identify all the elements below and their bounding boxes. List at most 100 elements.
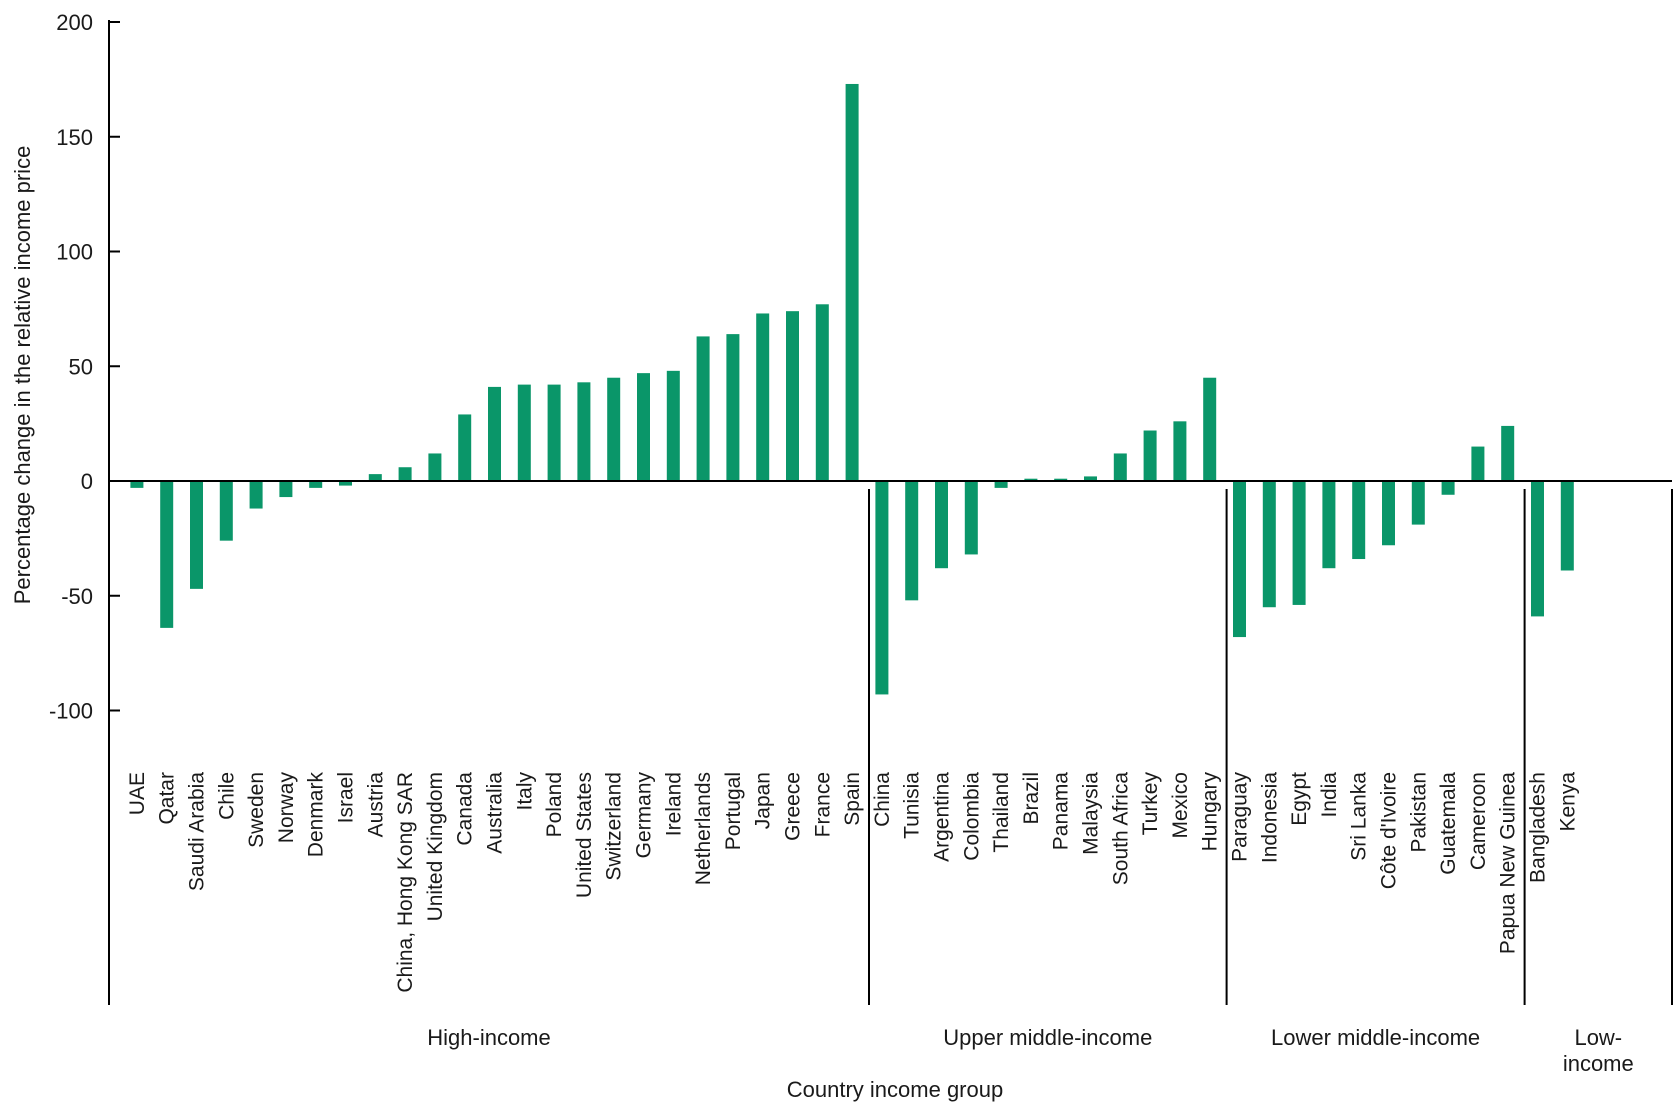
bar bbox=[517, 384, 531, 481]
bar bbox=[1322, 481, 1336, 569]
bars bbox=[130, 83, 1574, 695]
category-label: United Kingdom bbox=[424, 772, 447, 921]
category-label: Netherlands bbox=[692, 772, 715, 885]
bar bbox=[786, 311, 799, 481]
category-label: Poland bbox=[543, 772, 566, 837]
bar bbox=[935, 481, 948, 569]
category-label: Greece bbox=[782, 772, 805, 841]
bar bbox=[1441, 481, 1455, 495]
y-tick-label: 150 bbox=[56, 125, 93, 150]
category-label: Tunisia bbox=[901, 772, 924, 839]
bar bbox=[964, 481, 978, 555]
category-label: Indonesia bbox=[1258, 772, 1281, 863]
group-label: High-income bbox=[427, 1025, 551, 1050]
category-label: France bbox=[811, 772, 834, 837]
y-axis-title: Percentage change in the relative income… bbox=[10, 146, 35, 605]
bar bbox=[1531, 481, 1544, 617]
category-label: Germany bbox=[633, 772, 656, 859]
category-label: Guatemala bbox=[1437, 772, 1460, 875]
category-label: Qatar bbox=[156, 772, 179, 825]
bar bbox=[160, 481, 174, 628]
bar bbox=[577, 382, 591, 481]
y-tick-label: -100 bbox=[49, 699, 93, 724]
bar bbox=[547, 384, 561, 481]
category-label: Paraguay bbox=[1229, 772, 1252, 862]
bar bbox=[607, 377, 621, 481]
category-label: Kenya bbox=[1556, 772, 1579, 832]
category-label: Portugal bbox=[722, 772, 745, 850]
category-label: China, Hong Kong SAR bbox=[394, 772, 417, 993]
category-label: Panama bbox=[1050, 772, 1073, 851]
category-label: India bbox=[1318, 772, 1341, 818]
category-label: Colombia bbox=[960, 772, 983, 861]
category-label: Japan bbox=[752, 772, 775, 829]
category-label: Mexico bbox=[1169, 772, 1192, 839]
category-label: South Africa bbox=[1109, 772, 1132, 886]
x-axis-title: Country income group bbox=[787, 1077, 1003, 1102]
category-label: Papua New Guinea bbox=[1497, 772, 1520, 954]
bar bbox=[696, 336, 710, 481]
category-label: Denmark bbox=[305, 772, 328, 858]
category-label: Italy bbox=[513, 772, 536, 811]
bar bbox=[398, 467, 412, 481]
bar bbox=[815, 304, 829, 481]
bar bbox=[1054, 478, 1068, 481]
bar bbox=[1143, 430, 1157, 481]
bar bbox=[309, 481, 323, 488]
bar bbox=[190, 481, 203, 589]
y-tick-label: 200 bbox=[56, 10, 93, 35]
bar bbox=[666, 370, 680, 481]
category-label: Pakistan bbox=[1407, 772, 1430, 853]
category-label: Brazil bbox=[1020, 772, 1043, 825]
category-label: Israel bbox=[335, 772, 358, 823]
y-axis: 200 150 100 50 0 -50 -100 bbox=[49, 10, 120, 730]
bar bbox=[875, 481, 889, 695]
bar bbox=[219, 481, 233, 541]
bar bbox=[1560, 481, 1574, 571]
y-tick-label: 100 bbox=[56, 240, 93, 265]
bar bbox=[1203, 377, 1217, 481]
category-label: Cameroon bbox=[1467, 772, 1490, 870]
bar bbox=[756, 313, 770, 481]
category-label: Canada bbox=[454, 772, 477, 846]
bar bbox=[1173, 421, 1187, 481]
category-labels: UAE Qatar Saudi Arabia Chile Sweden Norway Den… bbox=[126, 772, 1579, 993]
y-tick-label: 0 bbox=[81, 469, 93, 494]
category-label: UAE bbox=[126, 772, 149, 815]
group-label: Lower middle-income bbox=[1271, 1025, 1480, 1050]
category-label: Bangladesh bbox=[1527, 772, 1550, 883]
bar bbox=[1024, 478, 1038, 481]
bar bbox=[458, 414, 472, 481]
income-groups: High-income Upper middle-income Lower midd… bbox=[108, 489, 1673, 1076]
bar bbox=[488, 386, 501, 481]
category-label: Argentina bbox=[931, 772, 954, 862]
bar bbox=[905, 481, 919, 601]
category-label: Austria bbox=[364, 772, 387, 838]
category-label: Ireland bbox=[662, 772, 685, 836]
bar bbox=[249, 481, 263, 509]
category-label: United States bbox=[573, 772, 596, 898]
category-label: Egypt bbox=[1288, 772, 1311, 826]
bar bbox=[1352, 481, 1366, 560]
category-label: Sri Lanka bbox=[1348, 772, 1371, 861]
bar bbox=[368, 474, 382, 481]
bar bbox=[1471, 446, 1485, 481]
group-label: Low-income bbox=[1563, 1025, 1634, 1076]
bar bbox=[1113, 453, 1127, 481]
bar bbox=[994, 481, 1008, 488]
category-label: Côte d'Ivoire bbox=[1378, 772, 1401, 889]
bar bbox=[1411, 481, 1425, 525]
category-label: Turkey bbox=[1139, 772, 1162, 836]
y-tick-label: 50 bbox=[69, 354, 93, 379]
category-label: Switzerland bbox=[603, 772, 626, 881]
category-label: Australia bbox=[484, 772, 507, 854]
bar bbox=[279, 481, 293, 498]
category-label: Thailand bbox=[990, 772, 1013, 853]
category-label: Sweden bbox=[245, 772, 268, 848]
bar bbox=[1501, 425, 1515, 481]
bar bbox=[845, 83, 859, 481]
bar bbox=[130, 481, 144, 488]
bar bbox=[339, 481, 352, 486]
bar bbox=[726, 334, 740, 481]
